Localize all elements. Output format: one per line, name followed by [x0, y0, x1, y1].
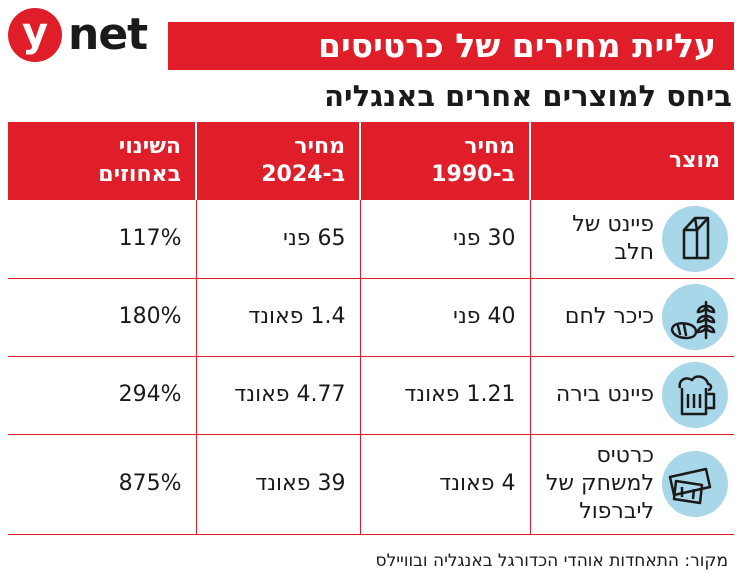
logo-letter: y — [8, 8, 62, 62]
product-cell: פיינט בירה — [529, 356, 734, 435]
product-cell: כרטיס למשחק של ליברפול — [529, 434, 734, 535]
header-price-2024: מחיר ב-2024 — [195, 122, 360, 200]
change-cell: 117% — [8, 200, 196, 279]
product-name: כיכר לחם — [564, 304, 654, 329]
price-1990-cell: 1.21 פאונד — [359, 356, 530, 435]
price-2024-cell: 65 פני — [195, 200, 360, 279]
price-1990-cell: 30 פני — [359, 200, 530, 279]
beer-mug-icon — [662, 362, 728, 428]
milk-carton-icon — [662, 205, 728, 272]
source-note: מקור: התאחדות אוהדי הכדורגל באנגליה ובוו… — [375, 551, 728, 571]
price-1990-cell: 40 פני — [359, 278, 530, 357]
product-name: פיינט של חלב — [572, 211, 654, 265]
price-2024-cell: 4.77 פאונד — [195, 356, 360, 435]
table-row: פיינט של חלב 30 פני 65 פני 117% — [8, 200, 734, 279]
header-product: מוצר — [529, 122, 734, 200]
page-title: עליית מחירים של כרטיסים — [168, 22, 734, 70]
price-2024-cell: 1.4 פאונד — [195, 278, 360, 357]
table-row: כרטיס למשחק של ליברפול 4 פאונד 39 פאונד … — [8, 434, 734, 535]
header-price-1990: מחיר ב-1990 — [359, 122, 530, 200]
tickets-icon — [662, 451, 728, 517]
table-row: כיכר לחם 40 פני 1.4 פאונד 180% — [8, 278, 734, 357]
price-1990-cell: 4 פאונד — [359, 434, 530, 535]
change-cell: 180% — [8, 278, 196, 357]
page-subtitle: ביחס למוצרים אחרים באנגליה — [324, 79, 732, 113]
table-row: פיינט בירה 1.21 פאונד 4.77 פאונד 294% — [8, 356, 734, 435]
change-cell: 294% — [8, 356, 196, 435]
ynet-logo: y net — [8, 8, 158, 64]
table-header-row: מוצר מחיר ב-1990 מחיר ב-2024 השינוי באחו… — [8, 122, 734, 200]
price-2024-cell: 39 פאונד — [195, 434, 360, 535]
product-cell: פיינט של חלב — [529, 200, 734, 279]
price-table: מוצר מחיר ב-1990 מחיר ב-2024 השינוי באחו… — [8, 122, 734, 535]
logo-text: net — [68, 9, 148, 60]
change-cell: 875% — [8, 434, 196, 535]
product-cell: כיכר לחם — [529, 278, 734, 357]
bread-wheat-icon — [662, 284, 728, 350]
header-change: השינוי באחוזים — [8, 122, 196, 200]
product-name: כרטיס למשחק של ליברפול — [545, 443, 654, 524]
product-name: פיינט בירה — [555, 382, 654, 407]
